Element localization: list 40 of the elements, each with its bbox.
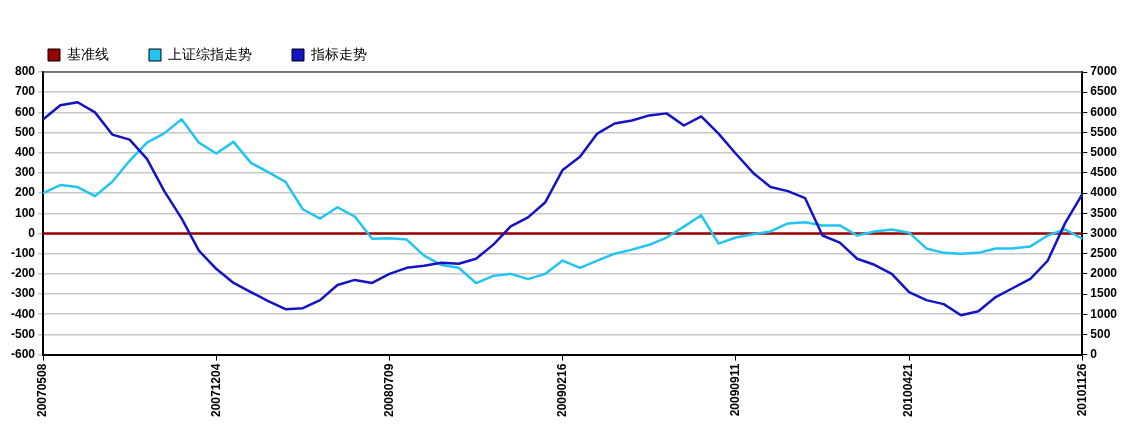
y2-tick-label: 4000 xyxy=(1090,185,1118,200)
x-tick-label: 20090911 xyxy=(728,363,743,417)
y-tick-label: -200 xyxy=(10,266,36,281)
y-tick-label: 100 xyxy=(14,205,36,220)
y2-tick-label: 3500 xyxy=(1090,205,1118,220)
y-tick-label: -400 xyxy=(10,306,36,321)
y2-tick-label: 5000 xyxy=(1090,145,1118,160)
y-tick-label: 0 xyxy=(28,225,36,240)
y-tick-label: -500 xyxy=(10,326,36,341)
y2-tick-label: 500 xyxy=(1090,326,1111,341)
y2-tick-label: 0 xyxy=(1090,346,1098,361)
y2-tick-label: 6500 xyxy=(1090,84,1118,99)
y-tick-label: -300 xyxy=(10,286,36,301)
y-tick-label: 200 xyxy=(14,185,36,200)
y-tick-label: 300 xyxy=(14,165,36,180)
y2-tick-label: 5500 xyxy=(1090,124,1118,139)
legend-label: 基准线 xyxy=(67,45,109,62)
y2-tick-label: 6000 xyxy=(1090,104,1118,119)
y2-tick-label: 1000 xyxy=(1090,306,1118,321)
x-tick-label: 20090216 xyxy=(554,363,569,417)
y2-tick-label: 1500 xyxy=(1090,286,1118,301)
y2-tick-label: 7000 xyxy=(1090,64,1118,79)
x-tick-label: 20070508 xyxy=(35,363,50,417)
y-tick-label: -100 xyxy=(10,245,36,260)
legend-label: 上证综指走势 xyxy=(168,45,252,62)
y2-tick-label: 4500 xyxy=(1090,165,1118,180)
x-tick-label: 20080709 xyxy=(381,363,396,417)
y-tick-label: -600 xyxy=(10,346,36,361)
y-tick-label: 400 xyxy=(14,145,36,160)
y-tick-label: 700 xyxy=(14,84,36,99)
y2-tick-label: 3000 xyxy=(1090,225,1118,240)
x-tick-label: 20100421 xyxy=(901,363,916,417)
x-tick-label: 20071204 xyxy=(208,363,223,417)
x-tick-label: 20101126 xyxy=(1074,363,1089,417)
y2-tick-label: 2000 xyxy=(1090,266,1118,281)
y-tick-label: 500 xyxy=(14,124,36,139)
y-tick-label: 600 xyxy=(14,104,36,119)
legend-label: 指标走势 xyxy=(310,45,367,62)
y-tick-label: 800 xyxy=(14,64,36,79)
y2-tick-label: 2500 xyxy=(1090,245,1118,260)
